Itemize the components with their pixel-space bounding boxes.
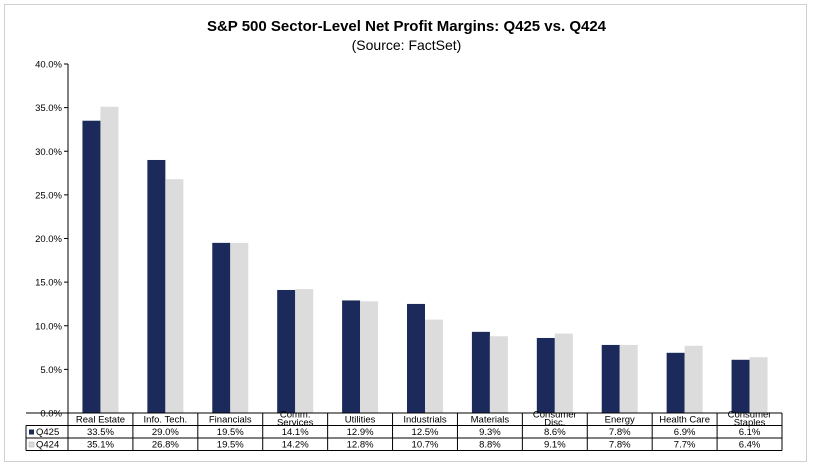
y-tick-label: 40.0% bbox=[35, 60, 62, 71]
legend-label: Q424 bbox=[36, 440, 59, 451]
x-category-label: Staples bbox=[734, 418, 766, 429]
x-category-label: Real Estate bbox=[76, 415, 125, 426]
bar-q425 bbox=[277, 289, 296, 413]
chart-title: S&P 500 Sector-Level Net Profit Margins:… bbox=[206, 18, 607, 35]
bar-q425 bbox=[601, 344, 620, 413]
bar-q425 bbox=[471, 331, 490, 413]
x-category-label: Utilities bbox=[345, 415, 376, 426]
data-label: 9.1% bbox=[544, 440, 566, 451]
bar-q424 bbox=[554, 333, 573, 413]
x-category-label: Disc. bbox=[544, 418, 565, 429]
x-category-label: Industrials bbox=[403, 415, 447, 426]
bar-q424 bbox=[425, 319, 443, 413]
data-label: 19.5% bbox=[217, 427, 244, 438]
bar-q424 bbox=[230, 242, 249, 413]
bar-q425 bbox=[147, 159, 166, 413]
legend-key-q425 bbox=[29, 429, 34, 435]
data-label: 8.6% bbox=[544, 427, 566, 438]
y-tick-label: 5.0% bbox=[40, 365, 62, 376]
data-label: 8.8% bbox=[479, 440, 501, 451]
data-label: 14.1% bbox=[282, 427, 309, 438]
bar-q424 bbox=[165, 179, 184, 413]
data-label: 12.5% bbox=[412, 427, 439, 438]
bar-q424 bbox=[749, 357, 768, 413]
x-category-label: Comm. bbox=[280, 410, 311, 421]
bar-q425 bbox=[666, 352, 685, 413]
y-tick-label: 30.0% bbox=[35, 147, 62, 158]
bar-q425 bbox=[536, 337, 555, 413]
y-tick-label: 35.0% bbox=[35, 103, 62, 114]
data-label: 35.1% bbox=[87, 440, 114, 451]
y-tick-label: 15.0% bbox=[35, 278, 62, 289]
bar-q425 bbox=[82, 120, 101, 414]
x-category-label: Health Care bbox=[659, 415, 710, 426]
bar-q425 bbox=[407, 303, 425, 413]
y-tick-label: 25.0% bbox=[35, 190, 62, 201]
x-category-label: Financials bbox=[209, 415, 252, 426]
bar-q425 bbox=[342, 300, 361, 413]
data-label: 14.2% bbox=[282, 440, 309, 451]
data-label: 6.1% bbox=[739, 427, 761, 438]
y-tick-label: 20.0% bbox=[35, 234, 62, 245]
bar-q424 bbox=[100, 106, 119, 413]
data-label: 33.5% bbox=[87, 427, 114, 438]
data-label: 9.3% bbox=[479, 427, 501, 438]
y-tick-label: 0.0% bbox=[40, 409, 62, 420]
bar-q425 bbox=[212, 242, 231, 413]
data-label: 7.8% bbox=[609, 440, 631, 451]
y-tick-label: 10.0% bbox=[35, 321, 62, 332]
data-label: 6.4% bbox=[739, 440, 761, 451]
data-label: 7.8% bbox=[609, 427, 631, 438]
x-category-label: Info. Tech. bbox=[144, 415, 188, 426]
data-label: 29.0% bbox=[152, 427, 179, 438]
x-category-label: Services bbox=[277, 418, 314, 429]
legend-key-q424 bbox=[28, 441, 35, 448]
x-category-label: Consumer bbox=[533, 410, 577, 421]
bar-q425 bbox=[731, 359, 750, 413]
data-label: 6.9% bbox=[674, 427, 696, 438]
legend-label: Q425 bbox=[36, 427, 59, 438]
bar-q424 bbox=[684, 345, 703, 413]
bar-q424 bbox=[360, 301, 379, 413]
data-label: 10.7% bbox=[412, 440, 439, 451]
bar-q424 bbox=[489, 336, 508, 413]
x-category-label: Consumer bbox=[728, 410, 772, 421]
x-category-label: Energy bbox=[605, 415, 635, 426]
bar-q424 bbox=[295, 289, 314, 413]
chart-subtitle: (Source: FactSet) bbox=[351, 37, 462, 53]
x-category-label: Materials bbox=[471, 415, 510, 426]
data-label: 7.7% bbox=[674, 440, 696, 451]
data-label: 12.9% bbox=[347, 427, 374, 438]
data-label: 26.8% bbox=[152, 440, 179, 451]
data-label: 19.5% bbox=[217, 440, 244, 451]
bar-q424 bbox=[619, 344, 638, 413]
data-label: 12.8% bbox=[347, 440, 374, 451]
